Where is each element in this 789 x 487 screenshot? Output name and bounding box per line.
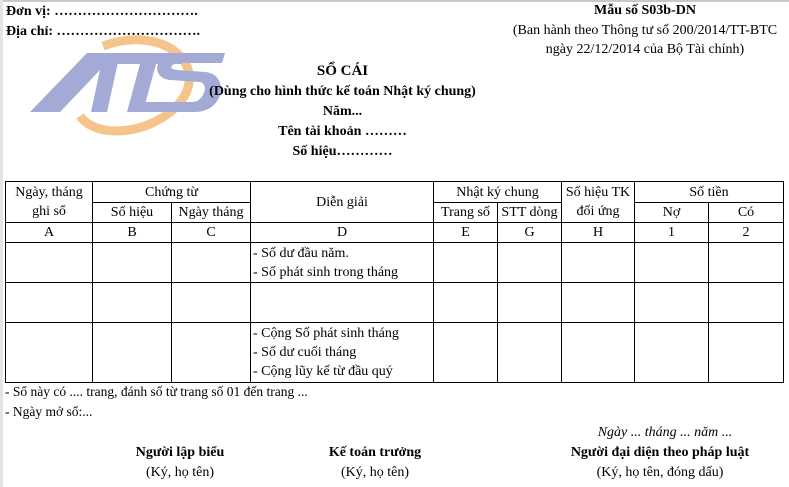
cell[interactable] — [433, 242, 498, 283]
code-row: A B C D E G H 1 2 — [5, 222, 784, 243]
header-ngay-thang-ct: Ngày tháng — [171, 202, 251, 223]
signer-note: (Ký, họ tên) — [145, 465, 215, 480]
year-label: Năm... — [322, 104, 363, 119]
cell[interactable] — [433, 322, 498, 383]
page-subtitle: (Dùng cho hình thức kế toán Nhật ký chun… — [209, 84, 476, 99]
account-code-label: Số hiệu………… — [292, 144, 393, 159]
ledger-table: Ngày, tháng ghi sổ Chứng từ Diễn giải Nh… — [5, 181, 784, 383]
dia-chi-label: Địa chỉ: …………………………. — [6, 24, 201, 39]
header-no: Nợ — [634, 202, 709, 223]
form-code: Mẫu số S03b-DN — [594, 3, 696, 18]
header-ngay-thang: Ngày, tháng ghi sổ — [5, 181, 93, 223]
don-vi-label: Đơn vị: …………………………. — [6, 4, 198, 19]
sheet-gutter — [0, 0, 3, 487]
cell[interactable] — [171, 322, 251, 383]
header-stt-dong: STT dòng — [497, 202, 562, 223]
table-row: - Cộng Số phát sinh tháng - Số dư cuối th… — [5, 322, 784, 383]
cell[interactable] — [634, 322, 709, 383]
code-cell: 2 — [708, 222, 784, 243]
cell[interactable] — [92, 282, 172, 323]
logo-letter-a — [30, 53, 120, 112]
code-cell: D — [250, 222, 434, 243]
dien-giai-cell[interactable] — [250, 282, 434, 323]
cell[interactable] — [561, 242, 635, 283]
open-date-note: - Ngày mở sổ:... — [5, 404, 93, 419]
signer-title: Người đại diện theo pháp luật — [570, 445, 750, 460]
signer-note: (Ký, họ tên, đóng dấu) — [596, 465, 724, 480]
dien-giai-cell[interactable]: - Cộng Số phát sinh tháng - Số dư cuối th… — [250, 322, 434, 383]
dien-giai-line: - Số dư đầu năm. — [253, 246, 349, 261]
account-name-label: Tên tài khoản ……… — [278, 124, 407, 139]
code-cell: 1 — [634, 222, 709, 243]
cell[interactable] — [708, 322, 784, 383]
signature-date: Ngày ... tháng ... năm ... — [597, 425, 733, 440]
cell[interactable] — [497, 242, 562, 283]
decree-line-2: ngày 22/12/2014 của Bộ Tài chính) — [545, 42, 745, 57]
signer-title: Người lập biểu — [135, 445, 225, 460]
cell[interactable] — [5, 242, 93, 283]
cell[interactable] — [708, 282, 784, 323]
decree-line-1: (Ban hành theo Thông tư số 200/2014/TT-B… — [512, 23, 778, 38]
page-title: SỔ CÁI — [316, 63, 369, 79]
cell[interactable] — [497, 322, 562, 383]
cell[interactable] — [433, 282, 498, 323]
logo-letter-s — [142, 53, 225, 112]
code-cell: G — [497, 222, 562, 243]
code-cell: C — [171, 222, 251, 243]
cell[interactable] — [561, 282, 635, 323]
header-trang-so: Trang số — [433, 202, 498, 223]
header-dien-giai: Diễn giải — [250, 181, 434, 223]
dien-giai-line: - Cộng lũy kế từ đầu quý — [253, 364, 393, 379]
window-top-border — [0, 0, 789, 2]
cell[interactable] — [92, 242, 172, 283]
cell[interactable] — [171, 282, 251, 323]
cell[interactable] — [92, 322, 172, 383]
header-nhat-ky-chung: Nhật ký chung — [433, 181, 562, 203]
cell[interactable] — [171, 242, 251, 283]
header-so-hieu: Số hiệu — [92, 202, 172, 223]
cell[interactable] — [561, 322, 635, 383]
cell[interactable] — [708, 242, 784, 283]
signer-note: (Ký, họ tên) — [340, 465, 410, 480]
table-row — [5, 282, 784, 323]
cell[interactable] — [497, 282, 562, 323]
code-cell: A — [5, 222, 93, 243]
ats-logo — [30, 35, 225, 136]
cell[interactable] — [634, 282, 709, 323]
code-cell: H — [561, 222, 635, 243]
code-cell: E — [433, 222, 498, 243]
cell[interactable] — [5, 322, 93, 383]
dien-giai-line: - Số phát sinh trong tháng — [253, 265, 399, 280]
code-cell: B — [92, 222, 172, 243]
table-row: - Số dư đầu năm. - Số phát sinh trong thá… — [5, 242, 784, 283]
dien-giai-line: - Cộng Số phát sinh tháng — [253, 326, 399, 341]
dien-giai-line: - Số dư cuối tháng — [253, 345, 357, 360]
logo-letter-t — [107, 53, 185, 112]
page-count-note: - Sổ này có .... trang, đánh số từ trang… — [5, 384, 308, 399]
signer-title: Kế toán trưởng — [328, 445, 422, 460]
header-chung-tu: Chứng từ — [92, 181, 251, 203]
cell[interactable] — [634, 242, 709, 283]
header-co: Có — [708, 202, 784, 223]
header-so-hieu-tk: Số hiệu TK đối ứng — [561, 181, 635, 223]
dien-giai-cell[interactable]: - Số dư đầu năm. - Số phát sinh trong thá… — [250, 242, 434, 283]
header-so-tien: Số tiền — [634, 181, 784, 203]
cell[interactable] — [5, 282, 93, 323]
